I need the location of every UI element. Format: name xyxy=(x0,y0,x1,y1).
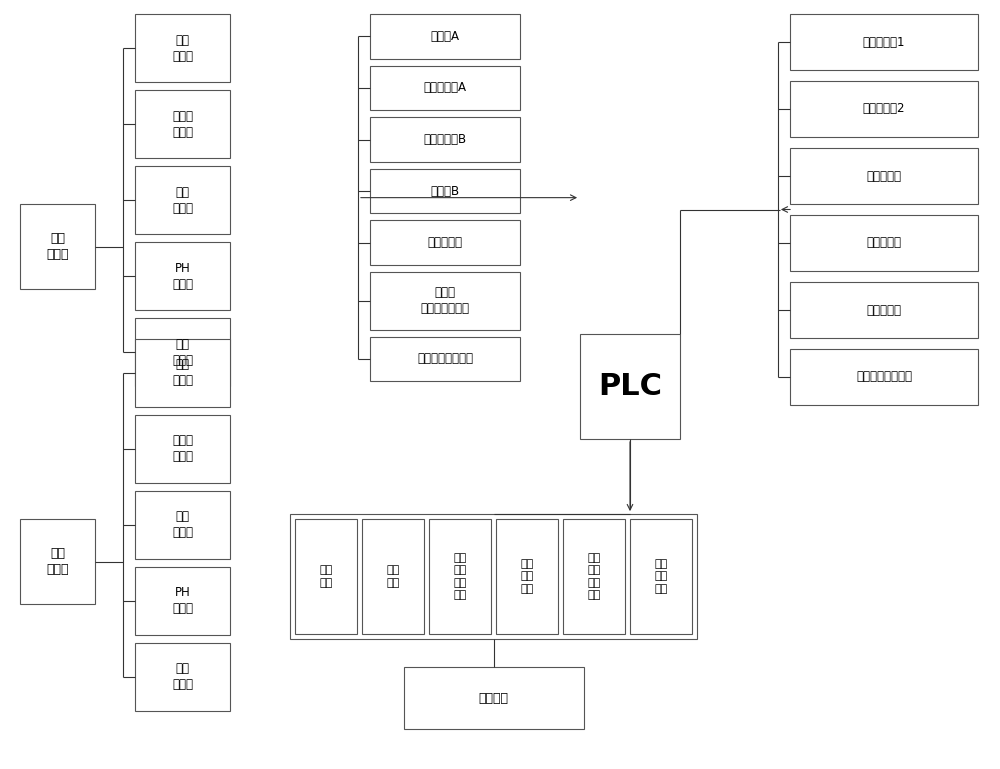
Bar xyxy=(370,14,520,58)
Text: 超声波清洁发生器: 超声波清洁发生器 xyxy=(417,352,473,365)
Bar xyxy=(370,337,520,381)
Text: 采样箱液位传感器: 采样箱液位传感器 xyxy=(856,371,912,384)
Text: 氨氮
传感器: 氨氮 传感器 xyxy=(172,185,193,215)
Bar xyxy=(135,567,230,635)
Bar xyxy=(790,148,978,204)
Text: 手动
强制
监测
旋钮: 手动 强制 监测 旋钮 xyxy=(587,553,601,600)
Bar xyxy=(370,221,520,265)
Text: 臭氧发生器: 臭氧发生器 xyxy=(866,237,902,249)
Bar xyxy=(362,519,424,634)
Bar xyxy=(790,215,978,271)
Text: 盐度
传感器: 盐度 传感器 xyxy=(172,338,193,367)
Text: 水温
传感器: 水温 传感器 xyxy=(172,358,193,388)
Text: 控制面板: 控制面板 xyxy=(479,691,509,704)
Text: 臭氧进气阀: 臭氧进气阀 xyxy=(866,304,902,317)
Text: PH
传感器: PH 传感器 xyxy=(172,261,193,291)
Bar xyxy=(135,491,230,559)
Bar xyxy=(135,339,230,407)
Bar xyxy=(630,519,692,634)
Bar xyxy=(790,282,978,338)
Text: 盐度
传感器: 盐度 传感器 xyxy=(172,663,193,691)
Text: 测试排水阀: 测试排水阀 xyxy=(866,169,902,182)
Bar xyxy=(429,519,491,634)
Bar xyxy=(790,81,978,137)
Bar xyxy=(135,166,230,234)
Text: 手动
强制
清洁
开关: 手动 强制 清洁 开关 xyxy=(453,553,467,600)
Bar xyxy=(790,14,978,70)
Bar xyxy=(404,667,584,729)
Text: 水温
传感器: 水温 传感器 xyxy=(172,34,193,62)
Bar xyxy=(370,65,520,110)
Bar xyxy=(135,415,230,483)
Bar xyxy=(135,643,230,711)
Bar xyxy=(370,272,520,330)
Text: 清水循环阀B: 清水循环阀B xyxy=(423,133,467,146)
Text: 搅拌器
步进电机驱动器: 搅拌器 步进电机驱动器 xyxy=(420,286,470,315)
Bar xyxy=(20,204,95,289)
Bar xyxy=(290,514,697,639)
Text: 校准
传感器: 校准 传感器 xyxy=(46,232,69,261)
Text: 启动
开关: 启动 开关 xyxy=(319,565,333,588)
Text: 测试进水阀1: 测试进水阀1 xyxy=(863,35,905,48)
Text: 采样
传感器: 采样 传感器 xyxy=(46,547,69,576)
Bar xyxy=(370,169,520,214)
Bar xyxy=(563,519,625,634)
Bar xyxy=(496,519,558,634)
Text: PH
传感器: PH 传感器 xyxy=(172,587,193,615)
Bar xyxy=(370,117,520,161)
Bar xyxy=(135,14,230,82)
Text: 溶解氧
传感器: 溶解氧 传感器 xyxy=(172,434,193,464)
Text: 清水泵A: 清水泵A xyxy=(430,30,460,43)
Bar xyxy=(580,334,680,439)
Text: 紫外除藻器: 紫外除藻器 xyxy=(428,236,462,249)
Bar xyxy=(790,349,978,405)
Bar xyxy=(135,90,230,158)
Bar xyxy=(135,242,230,310)
Text: 氨氮
传感器: 氨氮 传感器 xyxy=(172,511,193,540)
Text: 停机
开关: 停机 开关 xyxy=(386,565,400,588)
Text: 清水循环阀A: 清水循环阀A xyxy=(424,82,466,95)
Bar xyxy=(295,519,357,634)
Text: 自动
循环
开关: 自动 循环 开关 xyxy=(520,559,534,594)
Bar xyxy=(135,318,230,386)
Text: 溶解氧
传感器: 溶解氧 传感器 xyxy=(172,109,193,138)
Bar xyxy=(20,519,95,604)
Text: 参数
复位
开关: 参数 复位 开关 xyxy=(654,559,668,594)
Text: 清水泵B: 清水泵B xyxy=(430,185,460,198)
Text: 测试进水阀2: 测试进水阀2 xyxy=(863,102,905,115)
Text: PLC: PLC xyxy=(598,372,662,401)
